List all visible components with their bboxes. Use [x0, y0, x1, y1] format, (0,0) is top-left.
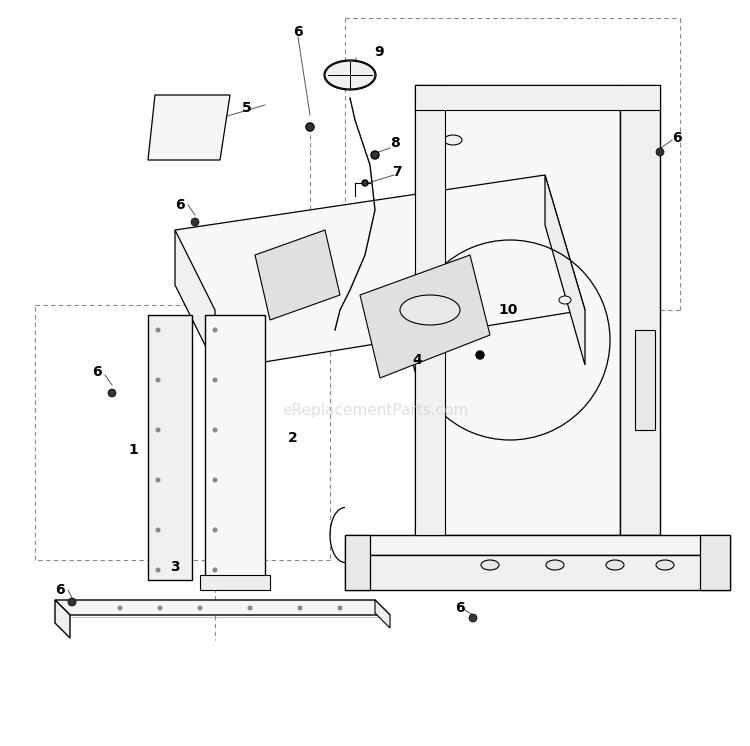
Circle shape — [656, 148, 664, 156]
Text: 2: 2 — [288, 431, 298, 445]
Polygon shape — [635, 330, 655, 430]
Text: 6: 6 — [455, 601, 464, 615]
Polygon shape — [148, 315, 192, 580]
Circle shape — [212, 477, 217, 483]
Circle shape — [371, 151, 379, 159]
Circle shape — [191, 218, 199, 226]
Text: 8: 8 — [390, 136, 400, 150]
Text: 3: 3 — [170, 560, 180, 574]
Text: 1: 1 — [128, 443, 138, 457]
Polygon shape — [200, 575, 270, 590]
Polygon shape — [415, 85, 660, 110]
Polygon shape — [620, 85, 660, 535]
Circle shape — [197, 606, 202, 610]
Circle shape — [118, 606, 122, 610]
Circle shape — [108, 389, 116, 397]
Circle shape — [212, 377, 217, 383]
Text: 10: 10 — [498, 303, 517, 317]
Circle shape — [158, 606, 163, 610]
Polygon shape — [345, 555, 730, 590]
Text: 6: 6 — [293, 25, 303, 39]
Ellipse shape — [559, 296, 571, 304]
Circle shape — [155, 377, 160, 383]
Text: 5: 5 — [242, 101, 252, 115]
Polygon shape — [545, 175, 585, 365]
Text: eReplacementParts.com: eReplacementParts.com — [282, 403, 468, 418]
Polygon shape — [55, 600, 70, 638]
Ellipse shape — [419, 404, 441, 416]
Ellipse shape — [481, 560, 499, 570]
Polygon shape — [345, 535, 730, 555]
Polygon shape — [360, 255, 490, 378]
Text: 6: 6 — [55, 583, 64, 597]
Polygon shape — [415, 85, 620, 535]
Polygon shape — [700, 535, 730, 590]
Ellipse shape — [419, 439, 441, 451]
Polygon shape — [175, 230, 215, 365]
Circle shape — [476, 351, 484, 359]
Polygon shape — [375, 600, 390, 628]
Text: 6: 6 — [672, 131, 682, 145]
Ellipse shape — [325, 61, 375, 89]
Text: 9: 9 — [374, 45, 383, 59]
Circle shape — [212, 527, 217, 533]
Circle shape — [469, 614, 477, 622]
Ellipse shape — [606, 560, 624, 570]
Polygon shape — [255, 230, 340, 320]
Circle shape — [155, 568, 160, 572]
Polygon shape — [175, 175, 585, 370]
Circle shape — [155, 527, 160, 533]
Circle shape — [362, 180, 368, 186]
Circle shape — [155, 327, 160, 333]
Polygon shape — [148, 95, 230, 160]
Text: 4: 4 — [412, 353, 422, 367]
Circle shape — [212, 327, 217, 333]
Ellipse shape — [444, 135, 462, 145]
Ellipse shape — [656, 560, 674, 570]
Circle shape — [155, 427, 160, 433]
Circle shape — [68, 598, 76, 606]
Polygon shape — [415, 85, 445, 535]
Circle shape — [248, 606, 253, 610]
Polygon shape — [345, 535, 370, 590]
Circle shape — [212, 427, 217, 433]
Text: 6: 6 — [92, 365, 102, 379]
Polygon shape — [55, 600, 390, 615]
Circle shape — [298, 606, 302, 610]
Ellipse shape — [419, 474, 441, 486]
Polygon shape — [205, 315, 265, 585]
Circle shape — [306, 123, 314, 131]
Ellipse shape — [400, 295, 460, 325]
Text: 7: 7 — [392, 165, 402, 179]
Circle shape — [306, 123, 314, 131]
Circle shape — [212, 568, 217, 572]
Text: 6: 6 — [175, 198, 184, 212]
Circle shape — [338, 606, 343, 610]
Ellipse shape — [546, 560, 564, 570]
Circle shape — [155, 477, 160, 483]
